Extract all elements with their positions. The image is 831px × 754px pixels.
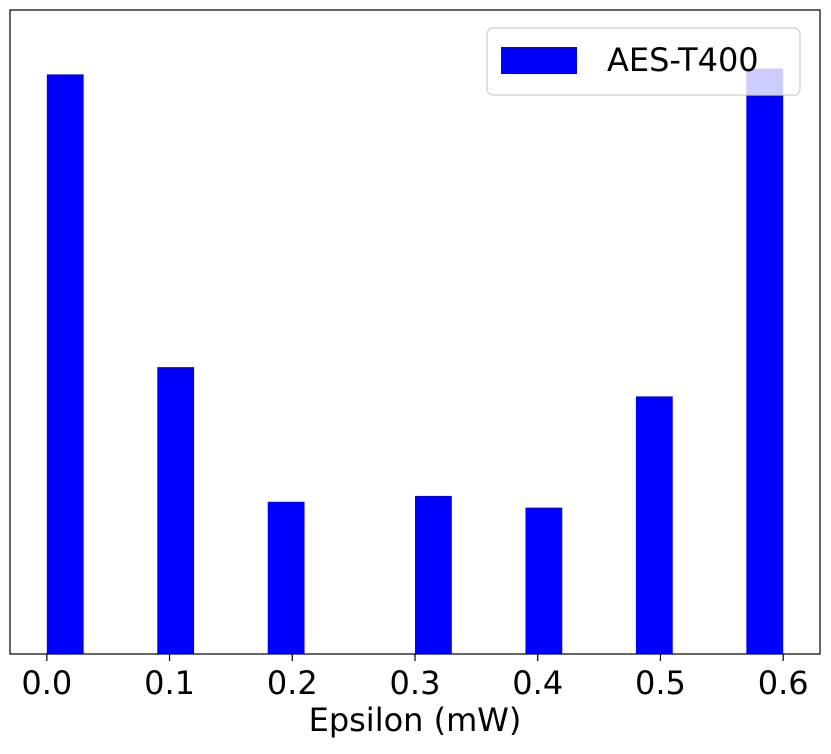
x-tick-label: 0.0 — [21, 664, 72, 702]
bar — [157, 367, 195, 654]
x-tick-label: 0.2 — [267, 664, 318, 702]
bar — [46, 74, 84, 654]
x-tick-label: 0.4 — [512, 664, 563, 702]
legend-label: AES-T400 — [607, 41, 759, 79]
bar — [746, 68, 784, 654]
x-tick-label: 0.3 — [390, 664, 441, 702]
x-axis-label: Epsilon (mW) — [309, 701, 522, 739]
x-tick-label: 0.6 — [758, 664, 809, 702]
bar — [267, 501, 305, 654]
plot-area — [46, 68, 784, 654]
bar — [635, 396, 673, 654]
x-tick-label: 0.5 — [635, 664, 686, 702]
bar — [415, 495, 452, 654]
legend-box — [486, 27, 801, 96]
bar — [525, 507, 563, 654]
legend-swatch — [501, 47, 577, 74]
x-tick-label: 0.1 — [144, 664, 195, 702]
